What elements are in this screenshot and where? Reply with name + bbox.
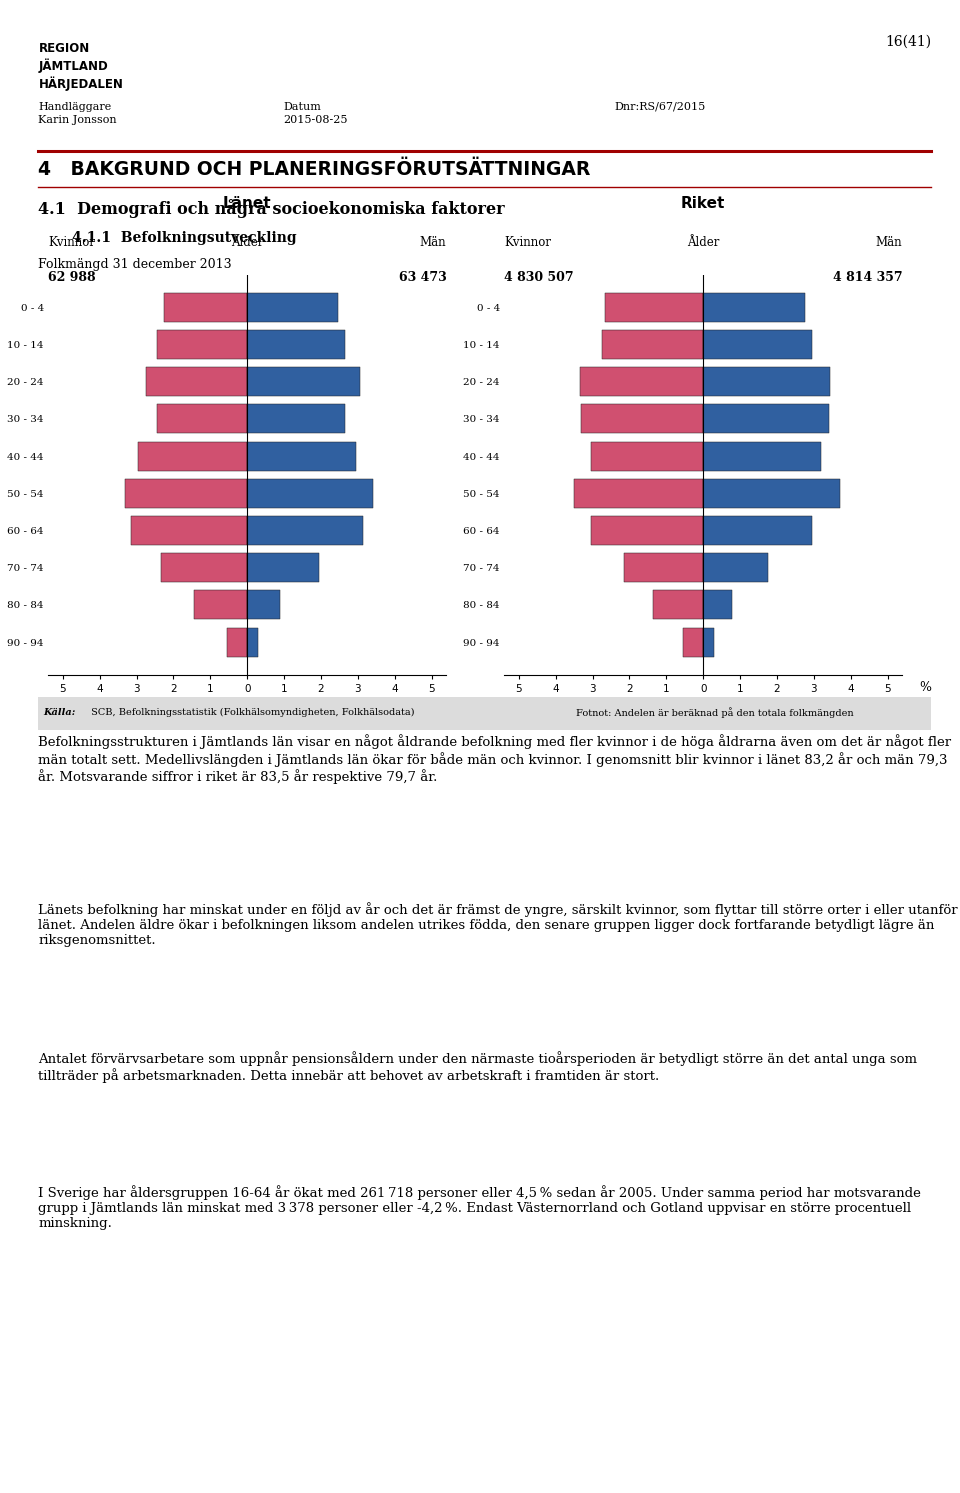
Text: 4.1.1  Befolkningsutveckling: 4.1.1 Befolkningsutveckling bbox=[72, 231, 297, 245]
Text: REGION
JÄMTLAND
HÄRJEDALEN: REGION JÄMTLAND HÄRJEDALEN bbox=[38, 42, 123, 91]
Text: Män: Män bbox=[420, 236, 446, 249]
Text: I Sverige har åldersgruppen 16-64 år ökat med 261 718 personer eller 4,5 % sedan: I Sverige har åldersgruppen 16-64 år öka… bbox=[38, 1185, 922, 1230]
Text: 16(41): 16(41) bbox=[885, 34, 931, 48]
Text: Kvinnor: Kvinnor bbox=[504, 236, 551, 249]
Text: Länet: Länet bbox=[223, 196, 272, 211]
Text: Ålder: Ålder bbox=[687, 236, 719, 249]
Text: Folkmängd 31 december 2013: Folkmängd 31 december 2013 bbox=[38, 258, 232, 272]
Text: 4 830 507: 4 830 507 bbox=[504, 270, 574, 284]
Bar bbox=[164, 293, 248, 322]
Bar bbox=[248, 367, 360, 396]
Text: %: % bbox=[919, 681, 931, 694]
Text: Länets befolkning har minskat under en följd av år och det är främst de yngre, s: Länets befolkning har minskat under en f… bbox=[38, 902, 958, 947]
Bar bbox=[703, 293, 804, 322]
Bar bbox=[602, 330, 703, 360]
Text: SCB, Befolkningsstatistik (Folkhälsomyndigheten, Folkhälsodata): SCB, Befolkningsstatistik (Folkhälsomynd… bbox=[88, 708, 415, 717]
Bar bbox=[582, 405, 703, 433]
Bar bbox=[654, 590, 703, 620]
Bar bbox=[156, 330, 248, 360]
Bar bbox=[606, 293, 703, 322]
Bar bbox=[703, 554, 768, 582]
Bar bbox=[248, 293, 338, 322]
Text: Män: Män bbox=[876, 236, 902, 249]
Bar bbox=[590, 442, 703, 470]
Bar bbox=[248, 554, 319, 582]
Bar bbox=[248, 405, 345, 433]
Text: Befolkningsstrukturen i Jämtlands län visar en något åldrande befolkning med fle: Befolkningsstrukturen i Jämtlands län vi… bbox=[38, 735, 951, 784]
Bar bbox=[580, 367, 703, 396]
Bar bbox=[248, 442, 356, 470]
Bar bbox=[194, 590, 248, 620]
Text: 62 988: 62 988 bbox=[48, 270, 96, 284]
Text: 4 814 357: 4 814 357 bbox=[832, 270, 902, 284]
Text: Ålder: Ålder bbox=[231, 236, 263, 249]
Bar bbox=[156, 405, 248, 433]
Bar bbox=[227, 627, 248, 657]
Bar bbox=[590, 517, 703, 545]
Bar bbox=[703, 479, 840, 508]
Bar bbox=[574, 479, 703, 508]
Text: Dnr:RS/67/2015: Dnr:RS/67/2015 bbox=[614, 102, 706, 112]
Bar bbox=[248, 590, 279, 620]
Bar bbox=[160, 554, 248, 582]
Text: Datum: Datum bbox=[283, 102, 321, 112]
Bar bbox=[703, 590, 732, 620]
Bar bbox=[703, 627, 713, 657]
Text: 2015-08-25: 2015-08-25 bbox=[283, 115, 348, 125]
Text: 0: 0 bbox=[700, 709, 707, 718]
Text: Fotnot: Andelen är beräknad på den totala folkmängden: Fotnot: Andelen är beräknad på den total… bbox=[576, 706, 853, 718]
Bar bbox=[703, 442, 821, 470]
Bar bbox=[138, 442, 248, 470]
Bar bbox=[624, 554, 703, 582]
Bar bbox=[703, 517, 812, 545]
Bar bbox=[131, 517, 248, 545]
Text: 4.1  Demografi och några socioekonomiska faktorer: 4.1 Demografi och några socioekonomiska … bbox=[38, 199, 505, 218]
Text: Handläggare: Handläggare bbox=[38, 102, 111, 112]
Text: Källa:: Källa: bbox=[43, 708, 76, 717]
Text: 0: 0 bbox=[244, 709, 251, 718]
Text: Kvinnor: Kvinnor bbox=[48, 236, 95, 249]
Bar bbox=[703, 330, 812, 360]
Bar bbox=[146, 367, 248, 396]
Text: Karin Jonsson: Karin Jonsson bbox=[38, 115, 117, 125]
Bar bbox=[248, 330, 345, 360]
Text: 63 473: 63 473 bbox=[398, 270, 446, 284]
Text: Antalet förvärvsarbetare som uppnår pensionsåldern under den närmaste tioårsperi: Antalet förvärvsarbetare som uppnår pens… bbox=[38, 1051, 918, 1084]
Bar bbox=[683, 627, 703, 657]
Text: Riket: Riket bbox=[681, 196, 726, 211]
Bar bbox=[126, 479, 248, 508]
Bar bbox=[703, 367, 830, 396]
Bar bbox=[248, 479, 372, 508]
Text: 4   BAKGRUND OCH PLANERINGSFÖRUTSÄTTNINGAR: 4 BAKGRUND OCH PLANERINGSFÖRUTSÄTTNINGAR bbox=[38, 160, 590, 179]
Bar bbox=[248, 627, 257, 657]
Bar bbox=[248, 517, 364, 545]
Bar bbox=[703, 405, 828, 433]
